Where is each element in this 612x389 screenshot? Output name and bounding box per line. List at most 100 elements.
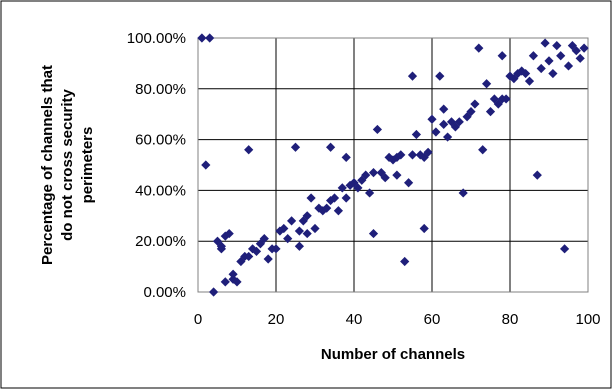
data-point	[290, 142, 301, 152]
data-point	[368, 228, 379, 239]
data-point	[337, 183, 347, 193]
data-point	[556, 51, 566, 61]
data-point	[314, 203, 324, 213]
data-point	[400, 256, 410, 267]
x-axis-title: Number of channels	[321, 346, 465, 363]
data-point	[333, 206, 343, 216]
data-point	[392, 152, 402, 162]
data-point	[368, 168, 379, 178]
data-point	[563, 61, 574, 71]
data-point	[571, 46, 581, 56]
y-tick-label: 0.00%	[143, 284, 186, 301]
data-point	[478, 145, 488, 155]
data-point	[271, 244, 281, 254]
data-point	[353, 183, 363, 193]
data-point	[326, 195, 336, 206]
y-tick-label: 80.00%	[135, 81, 186, 98]
y-axis-title-line: Percentage of channels that	[39, 65, 56, 265]
data-point	[407, 71, 418, 81]
data-point	[536, 63, 546, 74]
data-point	[294, 226, 304, 236]
data-point	[470, 99, 480, 109]
data-point	[544, 56, 554, 66]
data-point	[419, 223, 429, 234]
data-point	[384, 152, 394, 162]
data-point	[466, 107, 476, 117]
data-point	[528, 51, 538, 61]
data-point	[287, 216, 297, 226]
data-point	[423, 147, 433, 157]
data-point	[294, 241, 304, 251]
data-point	[310, 223, 320, 234]
data-point	[263, 254, 273, 264]
data-point	[415, 150, 425, 160]
y-tick-label: 20.00%	[135, 233, 186, 250]
data-point	[201, 160, 211, 170]
y-axis-title-line: do not cross security	[59, 88, 76, 240]
data-point	[255, 239, 265, 249]
plot-area-border	[197, 37, 589, 293]
data-point	[489, 94, 499, 104]
data-point	[427, 114, 437, 124]
data-point	[302, 211, 312, 221]
data-point	[501, 94, 511, 104]
data-point	[392, 170, 402, 180]
data-point	[357, 175, 367, 185]
data-point	[411, 129, 421, 140]
data-point	[298, 216, 308, 226]
data-point	[279, 223, 289, 234]
data-point	[513, 68, 523, 79]
data-point	[575, 53, 585, 63]
tick-labels: 0 20 40 60 80 100 0.00% 20.00% 40.00% 60.00% 80.00…	[127, 30, 601, 328]
data-point	[251, 246, 262, 256]
data-point	[552, 41, 562, 51]
data-point	[341, 152, 351, 162]
data-point	[259, 234, 269, 244]
data-point	[216, 241, 226, 251]
y-axis-title: Percentage of channels that do not cross …	[39, 65, 96, 265]
data-point	[275, 226, 285, 236]
data-point	[209, 287, 219, 297]
data-point	[197, 33, 207, 43]
data-point	[329, 193, 340, 203]
data-point	[579, 43, 589, 53]
data-point	[302, 228, 312, 239]
data-point	[322, 203, 332, 213]
data-point	[404, 178, 414, 188]
data-points	[197, 33, 589, 297]
data-point	[509, 74, 519, 84]
data-point	[232, 277, 242, 287]
data-point	[540, 38, 550, 48]
data-point	[205, 33, 215, 43]
data-point	[485, 107, 496, 117]
data-point	[482, 79, 492, 89]
data-point	[244, 145, 254, 155]
data-point	[458, 188, 468, 198]
data-point	[532, 170, 542, 180]
x-tick-label: 60	[424, 311, 441, 328]
data-point	[462, 112, 472, 122]
y-tick-label: 60.00%	[135, 132, 186, 149]
data-point	[567, 41, 577, 51]
data-point	[365, 188, 375, 198]
data-point	[283, 234, 293, 244]
x-tick-label: 80	[502, 311, 519, 328]
data-point	[407, 150, 418, 160]
data-point	[345, 180, 355, 190]
y-axis-title-line: perimeters	[79, 127, 96, 204]
x-tick-label: 20	[268, 311, 285, 328]
data-point	[431, 127, 441, 137]
data-point	[521, 68, 531, 79]
data-point	[341, 193, 351, 203]
data-point	[439, 119, 449, 129]
data-point	[454, 117, 464, 127]
x-tick-label: 100	[575, 311, 600, 328]
data-point	[244, 251, 254, 262]
x-tick-label: 40	[346, 311, 363, 328]
data-point	[450, 122, 460, 132]
x-tick-label: 0	[194, 311, 202, 328]
y-tick-label: 100.00%	[127, 30, 186, 47]
